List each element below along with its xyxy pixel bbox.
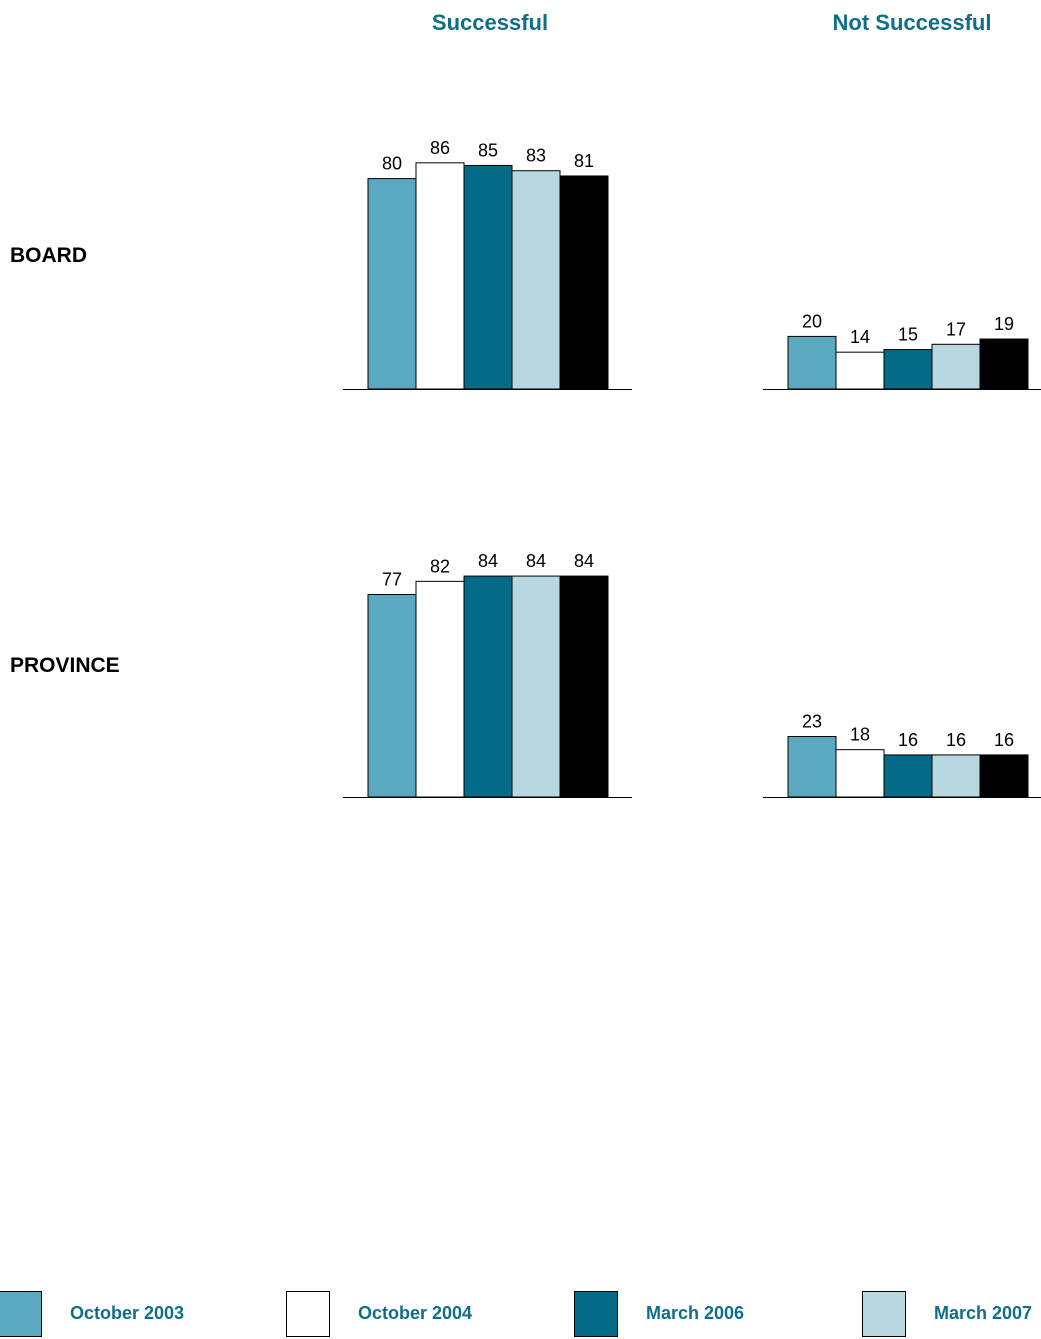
legend-label: October 2003	[70, 1303, 185, 1323]
row-label-board: BOARD	[10, 244, 87, 267]
legend-swatch	[574, 1291, 618, 1337]
data-label: 23	[802, 712, 822, 732]
bar	[463, 575, 513, 798]
bar	[883, 754, 933, 798]
data-label: 85	[478, 140, 498, 160]
legend-swatch	[286, 1291, 330, 1337]
data-label: 16	[898, 730, 918, 750]
data-label: 19	[994, 314, 1014, 334]
bar	[559, 175, 609, 390]
data-label: 16	[946, 730, 966, 750]
data-label: 84	[526, 551, 546, 571]
legend-label: October 2004	[358, 1303, 473, 1323]
row-label-province: PROVINCE	[10, 654, 120, 677]
bar	[979, 754, 1029, 798]
data-label: 20	[802, 311, 822, 331]
bar	[931, 754, 981, 798]
bar	[979, 338, 1029, 390]
bar	[367, 178, 417, 390]
bar	[415, 580, 465, 798]
bar	[931, 343, 981, 390]
data-label: 86	[430, 138, 450, 158]
chart-panel-3: 77 82 84 84 84	[343, 551, 632, 798]
bar	[559, 575, 609, 798]
data-label: 84	[478, 551, 498, 571]
data-label: 16	[994, 730, 1014, 750]
bar	[835, 351, 885, 390]
data-label: 83	[526, 146, 546, 166]
data-label: 81	[574, 151, 594, 171]
chart-panel-4: 23 18 16 16 16	[763, 712, 1041, 798]
data-label: 80	[382, 154, 402, 174]
bar	[511, 575, 561, 798]
data-label: 84	[574, 551, 594, 571]
chart-panel-2: 20 14 15 17 19	[763, 311, 1041, 390]
data-label: 17	[946, 319, 966, 339]
legend-swatch	[862, 1291, 906, 1337]
legend-label: March 2006	[646, 1303, 745, 1323]
chart-panel-1: 80 86 85 83 81	[343, 138, 632, 390]
data-label: 14	[850, 327, 870, 347]
data-label: 18	[850, 725, 870, 745]
bar	[787, 736, 837, 798]
legend-swatch	[0, 1291, 42, 1337]
bar	[835, 749, 885, 798]
bar	[367, 593, 417, 798]
data-label: 15	[898, 325, 918, 345]
bar	[415, 162, 465, 390]
bar	[883, 349, 933, 390]
legend-label: March 2007	[934, 1303, 1033, 1323]
bar	[511, 170, 561, 390]
bar	[787, 335, 837, 390]
data-label: 77	[382, 569, 402, 589]
column-header-successful: Successful	[431, 10, 549, 35]
column-header-not-successful: Not Successful	[832, 10, 992, 35]
bar	[463, 164, 513, 390]
data-label: 82	[430, 556, 450, 576]
